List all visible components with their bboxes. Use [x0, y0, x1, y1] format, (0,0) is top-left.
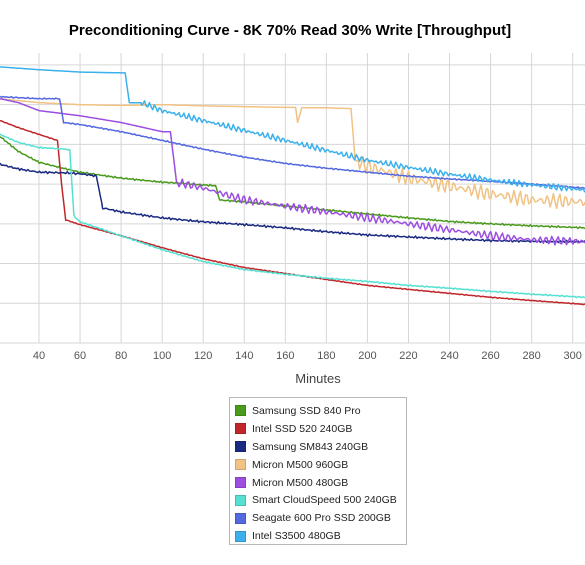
legend-swatch — [235, 459, 246, 471]
x-tick-label: 140 — [235, 350, 253, 362]
x-axis-ticks: 40 60 80 100 120 140 160 180 200 220 240 260 280 300 — [33, 350, 582, 362]
x-tick-label: 280 — [522, 350, 540, 362]
plot-area — [0, 66, 585, 306]
chart-legend: Samsung SSD 840 Pro Intel SSD 520 240GB Sa… — [229, 397, 407, 545]
x-axis-title: Minutes — [295, 371, 341, 386]
chart-grid — [0, 53, 585, 344]
x-tick-label: 180 — [317, 350, 335, 362]
series-line-2 — [0, 120, 585, 306]
series-line-6 — [0, 133, 585, 299]
x-tick-label: 160 — [276, 350, 294, 362]
legend-swatch — [235, 405, 246, 417]
x-tick-label: 80 — [115, 350, 127, 362]
legend-label: Seagate 600 Pro SSD 200GB — [252, 512, 391, 525]
legend-label: Smart CloudSpeed 500 240GB — [252, 494, 397, 507]
x-tick-label: 60 — [74, 350, 86, 362]
legend-swatch — [235, 477, 246, 488]
legend-item: Micron M500 960GB — [235, 456, 406, 474]
legend-label: Intel SSD 520 240GB — [252, 422, 353, 435]
chart-title: Preconditioning Curve - 8K 70% Read 30% … — [69, 22, 511, 39]
legend-swatch — [235, 530, 246, 542]
x-tick-label: 240 — [440, 350, 458, 362]
legend-label: Intel S3500 480GB — [252, 530, 341, 543]
series-line-4 — [0, 97, 585, 210]
legend-swatch — [235, 512, 246, 524]
series-line-3 — [0, 162, 585, 244]
legend-label: Samsung SSD 840 Pro — [252, 404, 361, 417]
x-tick-label: 300 — [564, 350, 582, 362]
legend-label: Micron M500 960GB — [252, 458, 349, 471]
legend-item: Samsung SSD 840 Pro — [235, 402, 406, 420]
legend-label: Micron M500 480GB — [252, 476, 349, 489]
x-tick-label: 120 — [194, 350, 212, 362]
x-tick-label: 200 — [358, 350, 376, 362]
series-line-5 — [0, 97, 585, 246]
legend-swatch — [235, 441, 246, 453]
series-line-8 — [0, 66, 585, 193]
legend-item: Intel SSD 520 240GB — [235, 420, 406, 438]
x-tick-label: 100 — [153, 350, 171, 362]
legend-swatch — [235, 423, 246, 435]
legend-item: Smart CloudSpeed 500 240GB — [235, 491, 406, 509]
legend-label: Samsung SM843 240GB — [252, 440, 369, 453]
legend-item: Seagate 600 Pro SSD 200GB — [235, 509, 406, 527]
legend-item: Samsung SM843 240GB — [235, 438, 406, 456]
x-tick-label: 40 — [33, 350, 45, 362]
legend-item: Intel S3500 480GB — [235, 527, 406, 545]
x-tick-label: 220 — [399, 350, 417, 362]
legend-swatch — [235, 494, 246, 506]
legend-item: Micron M500 480GB — [235, 474, 406, 492]
x-tick-label: 260 — [481, 350, 499, 362]
